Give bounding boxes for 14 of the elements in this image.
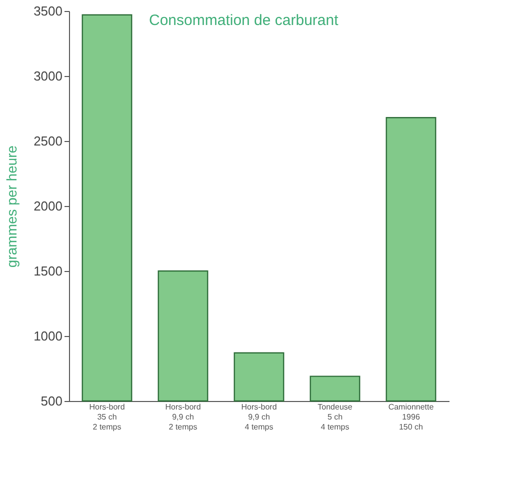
y-tick-label: 2500	[34, 134, 62, 148]
x-tick-label: Hors-bord 9,9 ch 2 temps	[165, 402, 201, 432]
x-tick-label: Camionnette 1996 150 ch	[388, 402, 434, 432]
y-tick-label: 2000	[34, 198, 62, 214]
x-tick-label: Tondeuse 5 ch 4 temps	[318, 402, 353, 432]
y-tick-label: 3500	[34, 4, 62, 18]
chart-title: Consommation de carburant	[149, 12, 340, 29]
y-axis-title: grammes per heure	[4, 145, 20, 268]
y-tick-label: 3000	[34, 68, 62, 84]
y-tick-label: 1500	[34, 264, 62, 278]
y-tick-label: 500	[40, 394, 62, 408]
y-tick-label: 1000	[34, 328, 62, 344]
x-tick-label: Hors-bord 35 ch 2 temps	[89, 402, 125, 432]
x-tick-label: Hors-bord 9,9 ch 4 temps	[241, 402, 277, 432]
